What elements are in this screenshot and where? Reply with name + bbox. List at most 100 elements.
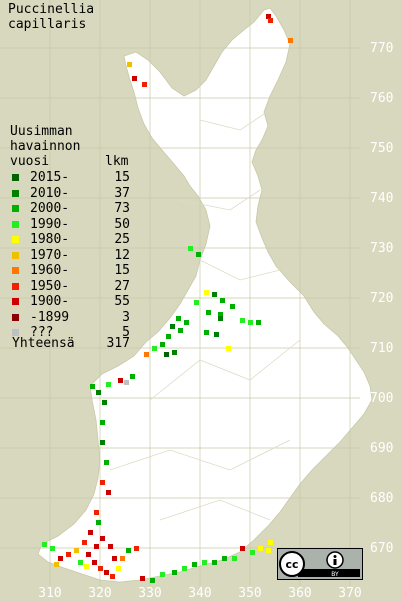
observation-square xyxy=(256,320,261,325)
observation-square xyxy=(230,304,235,309)
legend-label: 1960- xyxy=(30,263,70,278)
region-border xyxy=(109,439,291,471)
y-axis-label: 720 xyxy=(370,291,393,306)
observation-square xyxy=(104,570,109,575)
legend-total: Yhteensä 317 xyxy=(12,336,130,351)
observation-square xyxy=(94,544,99,549)
legend-count: 3 xyxy=(122,309,130,325)
observation-square xyxy=(66,552,71,557)
observation-square xyxy=(266,14,271,19)
cc-by-license-badge[interactable]: cc BY xyxy=(277,548,363,580)
legend: 2015- 15 2010- 37 2000- 73 1990- 50 1980- 25 1970-… xyxy=(10,170,130,341)
observation-square xyxy=(250,550,255,555)
cc-logo-text: cc xyxy=(285,558,298,571)
species-title: Puccinellia capillaris xyxy=(8,2,94,32)
observation-square xyxy=(268,18,273,23)
observation-square xyxy=(206,310,211,315)
legend-label: 1900- xyxy=(30,294,70,309)
y-axis-label: 760 xyxy=(370,91,393,106)
region-border xyxy=(199,109,271,131)
observation-square xyxy=(102,400,107,405)
axis-labels: 770 760 750 740 730 720 710 700 690 680 670 310 320 3… xyxy=(38,41,393,601)
y-axis-label: 770 xyxy=(370,41,393,56)
legend-swatch xyxy=(12,329,19,336)
observation-square xyxy=(166,334,171,339)
observation-square xyxy=(182,566,187,571)
legend-label: 1990- xyxy=(30,216,70,232)
observation-square xyxy=(226,346,231,351)
y-axis-label: 750 xyxy=(370,141,393,156)
legend-swatch xyxy=(12,205,19,212)
observation-square xyxy=(82,540,87,545)
observation-square xyxy=(218,312,223,317)
observation-square xyxy=(92,560,97,565)
x-axis-label: 320 xyxy=(88,586,111,601)
observation-square xyxy=(106,490,111,495)
observation-square xyxy=(218,316,223,321)
legend-swatch xyxy=(12,267,19,274)
legend-count: 37 xyxy=(114,185,130,201)
legend-label: 1970- xyxy=(30,247,70,263)
region-border xyxy=(179,189,261,211)
observation-square xyxy=(96,390,101,395)
region-border xyxy=(149,339,301,401)
legend-label: ??? xyxy=(30,325,54,340)
observation-square xyxy=(184,320,189,325)
y-axis-label: 680 xyxy=(370,491,393,506)
legend-count: 5 xyxy=(122,325,130,340)
observation-square xyxy=(266,548,271,553)
region-borders xyxy=(109,109,301,521)
y-axis-label: 700 xyxy=(370,391,393,406)
x-axis-label: 350 xyxy=(238,586,261,601)
legend-label: 2015- xyxy=(30,170,70,185)
legend-row: 2010- 37 xyxy=(10,186,130,202)
observation-square xyxy=(212,292,217,297)
total-count: 317 xyxy=(106,336,130,351)
observation-square xyxy=(42,542,47,547)
legend-count: 15 xyxy=(114,263,130,278)
observation-square xyxy=(248,320,253,325)
legend-label: 1980- xyxy=(30,232,70,247)
legend-count: 73 xyxy=(114,201,130,216)
observation-square xyxy=(152,346,157,351)
observation-square xyxy=(172,570,177,575)
legend-swatch xyxy=(12,298,19,305)
legend-swatch xyxy=(12,220,19,228)
legend-row: ??? 5 xyxy=(10,325,130,341)
observation-square xyxy=(194,300,199,305)
legend-row: 1980- 25 xyxy=(10,232,130,248)
observation-square xyxy=(78,560,83,565)
legend-row: 1900- 55 xyxy=(10,294,130,310)
observation-square xyxy=(100,536,105,541)
legend-row: 2000- 73 xyxy=(10,201,130,217)
legend-count: 50 xyxy=(114,216,130,232)
x-axis-label: 360 xyxy=(288,586,311,601)
observation-square xyxy=(192,562,197,567)
observation-square xyxy=(86,552,91,557)
legend-count: 27 xyxy=(114,278,130,294)
observation-square xyxy=(202,560,207,565)
legend-swatch xyxy=(12,282,19,290)
observation-square xyxy=(220,298,225,303)
observation-square xyxy=(204,290,209,295)
observation-square xyxy=(54,562,59,567)
observation-square xyxy=(258,546,263,551)
observation-square xyxy=(124,380,129,385)
legend-swatch xyxy=(12,313,19,321)
legend-label: 2010- xyxy=(30,185,70,201)
region-border xyxy=(199,259,281,281)
legend-label: -1899 xyxy=(30,309,70,325)
y-axis-label: 710 xyxy=(370,341,393,356)
observation-square xyxy=(118,378,123,383)
observation-square xyxy=(98,566,103,571)
y-axis-label: 670 xyxy=(370,541,393,556)
observation-square xyxy=(58,556,63,561)
observation-square xyxy=(94,510,99,515)
legend-swatch xyxy=(12,174,19,181)
legend-swatch xyxy=(12,251,19,259)
observation-square xyxy=(170,324,175,329)
observation-square xyxy=(126,548,131,553)
x-axis-label: 330 xyxy=(138,586,161,601)
legend-row: 1990- 50 xyxy=(10,217,130,233)
